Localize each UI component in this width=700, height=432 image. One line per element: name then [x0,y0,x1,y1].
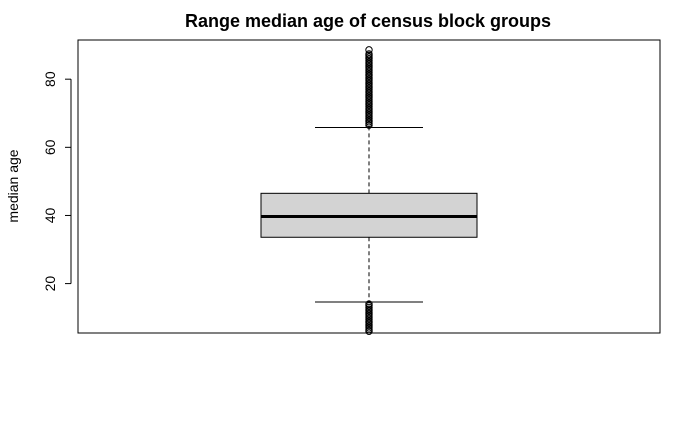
y-axis-label: median age [5,149,21,222]
y-tick-label: 20 [42,276,58,292]
outlier-point [365,300,373,308]
y-tick-label: 40 [42,207,58,223]
outlier-point [365,50,373,58]
y-tick-label: 60 [42,139,58,155]
y-axis: 20 40 60 80 [42,71,72,292]
boxplot [260,46,478,335]
outlier-point [365,46,373,54]
chart-title: Range median age of census block groups [185,11,551,31]
y-tick-label: 80 [42,71,58,87]
